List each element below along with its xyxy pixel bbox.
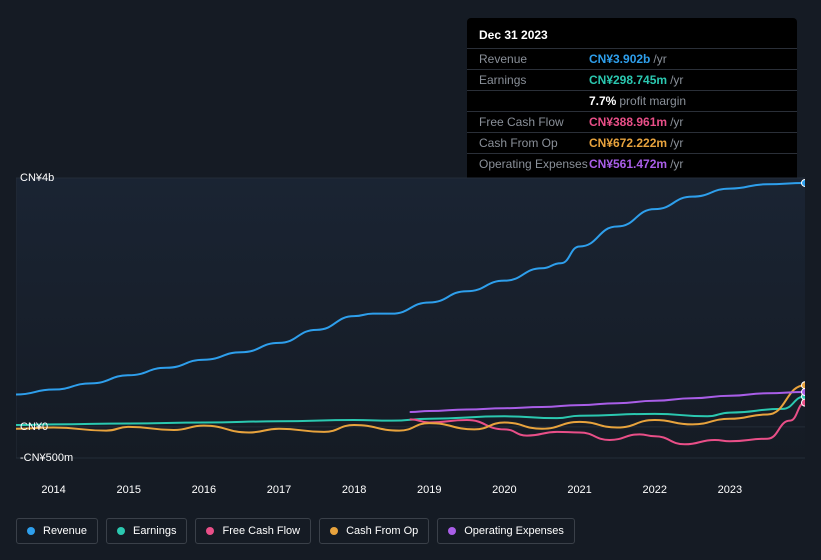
tooltip-row: EarningsCN¥298.745m/yr (467, 69, 797, 90)
tooltip-row: Cash From OpCN¥672.222m/yr (467, 132, 797, 153)
tooltip-row: RevenueCN¥3.902b/yr (467, 48, 797, 69)
x-tick-label: 2022 (642, 484, 666, 496)
x-tick-label: 2021 (567, 484, 591, 496)
legend-label: Cash From Op (346, 525, 418, 537)
tooltip-row-value: CN¥298.745m (589, 73, 667, 87)
y-tick-label: CN¥0 (20, 421, 52, 433)
x-tick-label: 2017 (267, 484, 291, 496)
tooltip-row-value: CN¥672.222m (589, 136, 667, 150)
legend: Revenue Earnings Free Cash Flow Cash From O… (16, 518, 575, 544)
legend-dot-icon (27, 527, 35, 535)
legend-label: Revenue (43, 525, 87, 537)
legend-item[interactable]: Earnings (106, 518, 187, 544)
tooltip-row-suffix: profit margin (619, 94, 686, 108)
tooltip-row-label: Cash From Op (479, 136, 589, 150)
tooltip-row-label: Revenue (479, 52, 589, 66)
legend-label: Free Cash Flow (222, 525, 300, 537)
y-tick-label: CN¥4b (20, 172, 58, 184)
legend-item[interactable]: Cash From Op (319, 518, 429, 544)
legend-item[interactable]: Free Cash Flow (195, 518, 311, 544)
legend-dot-icon (117, 527, 125, 535)
tooltip-row-suffix: /yr (670, 73, 683, 87)
x-tick-label: 2018 (342, 484, 366, 496)
tooltip-row-value: 7.7% (589, 94, 616, 108)
tooltip-row-value: CN¥388.961m (589, 115, 667, 129)
financials-line-chart (16, 160, 805, 476)
tooltip-row-suffix: /yr (670, 115, 683, 129)
x-tick-label: 2016 (192, 484, 216, 496)
tooltip-row-suffix: /yr (653, 52, 666, 66)
tooltip-row-label: Earnings (479, 73, 589, 87)
tooltip-date: Dec 31 2023 (467, 26, 797, 48)
x-tick-label: 2014 (41, 484, 65, 496)
x-tick-label: 2020 (492, 484, 516, 496)
legend-item[interactable]: Operating Expenses (437, 518, 575, 544)
x-tick-label: 2023 (718, 484, 742, 496)
legend-dot-icon (448, 527, 456, 535)
tooltip-row: Free Cash FlowCN¥388.961m/yr (467, 111, 797, 132)
legend-label: Earnings (133, 525, 176, 537)
legend-dot-icon (206, 527, 214, 535)
legend-label: Operating Expenses (464, 525, 564, 537)
tooltip-row-label: Free Cash Flow (479, 115, 589, 129)
tooltip-row-value: CN¥3.902b (589, 52, 650, 66)
x-tick-label: 2019 (417, 484, 441, 496)
legend-item[interactable]: Revenue (16, 518, 98, 544)
x-tick-label: 2015 (116, 484, 140, 496)
data-tooltip: Dec 31 2023 RevenueCN¥3.902b/yrEarningsC… (467, 18, 797, 182)
tooltip-row-suffix: /yr (670, 136, 683, 150)
chart-area: CN¥4b CN¥0 -CN¥500m (16, 160, 805, 476)
tooltip-row: 7.7%profit margin (467, 90, 797, 111)
legend-dot-icon (330, 527, 338, 535)
y-tick-label: -CN¥500m (20, 452, 77, 464)
